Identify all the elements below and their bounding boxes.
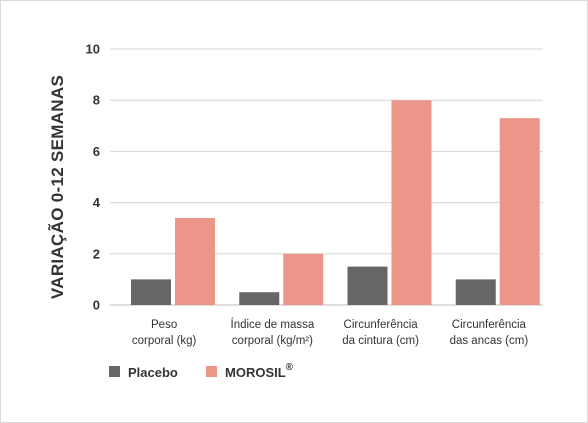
x-tick-label: Peso corporal (kg) xyxy=(132,319,197,347)
bar-placebo-2 xyxy=(239,292,280,305)
legend-label-morosil: MOROSIL® xyxy=(225,362,294,380)
x-tick-label-line: Peso xyxy=(151,319,177,331)
bar-morosil-2 xyxy=(283,253,324,305)
y-tick-label: 4 xyxy=(93,195,101,210)
y-axis-ticks: 0 2 4 6 8 10 xyxy=(86,42,101,313)
legend-label-placebo: Placebo xyxy=(128,365,178,380)
x-tick-label: Circunferência da cintura (cm) xyxy=(342,319,419,347)
x-tick-label-line: corporal (kg/m²) xyxy=(232,335,313,347)
grid-lines xyxy=(110,48,543,306)
legend: Placebo MOROSIL® xyxy=(109,362,294,380)
x-tick-label-line: Circunferência xyxy=(452,319,527,331)
legend-label-text: MOROSIL xyxy=(225,365,286,380)
y-tick-label: 6 xyxy=(93,144,100,159)
bars xyxy=(131,100,540,306)
legend-label-text: Placebo xyxy=(128,365,178,380)
y-tick-label: 8 xyxy=(93,93,100,108)
bar-morosil-3 xyxy=(391,100,432,305)
bar-morosil-4 xyxy=(499,118,540,306)
x-tick-label: Circunferência das ancas (cm) xyxy=(450,319,529,347)
x-tick-label-line: da cintura (cm) xyxy=(342,335,419,347)
y-tick-label: 10 xyxy=(86,42,100,57)
y-tick-label: 2 xyxy=(93,246,100,261)
x-tick-label-line: das ancas (cm) xyxy=(450,335,529,347)
legend-swatch-placebo xyxy=(109,366,120,377)
y-axis-title: VARIAÇÃO 0-12 SEMANAS xyxy=(47,75,67,299)
x-tick-label-line: Índice de massa xyxy=(231,318,315,331)
y-tick-label: 0 xyxy=(93,298,100,313)
bar-placebo-1 xyxy=(131,279,171,305)
bar-placebo-4 xyxy=(455,279,496,305)
legend-superscript: ® xyxy=(286,362,294,373)
legend-swatch-morosil xyxy=(206,366,217,377)
x-tick-label-line: Circunferência xyxy=(344,319,419,331)
x-tick-label: Índice de massa corporal (kg/m²) xyxy=(231,318,315,347)
x-axis-labels: Peso corporal (kg) Índice de massa corporal… xyxy=(132,318,529,347)
x-tick-label-line: corporal (kg) xyxy=(132,335,197,347)
bar-placebo-3 xyxy=(347,266,388,305)
bar-morosil-1 xyxy=(175,217,215,305)
